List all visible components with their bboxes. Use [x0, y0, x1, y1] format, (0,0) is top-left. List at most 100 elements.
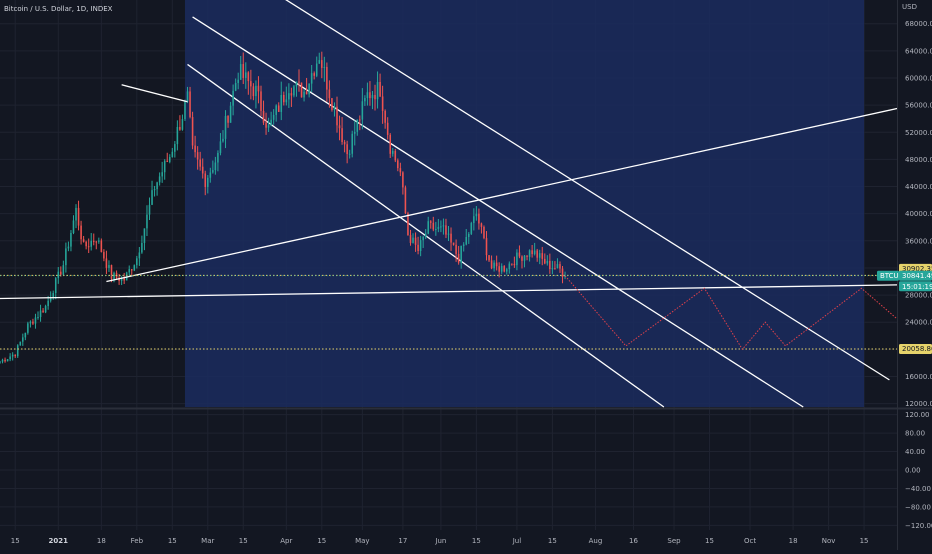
price-projection-path[interactable]	[564, 275, 898, 351]
candle-body	[70, 233, 72, 247]
candle-body	[488, 255, 490, 261]
candle-body	[105, 258, 108, 268]
trend-lines[interactable]	[0, 84, 898, 300]
indicator-tick-label: −80.00	[905, 503, 931, 511]
candle-body	[364, 98, 366, 102]
candle-body	[437, 226, 440, 229]
candle-body	[206, 177, 209, 188]
candle-body	[4, 359, 6, 362]
candlestick-series[interactable]	[0, 51, 566, 364]
candle-body	[6, 359, 9, 362]
candle-body	[280, 94, 283, 112]
candle-body	[394, 150, 397, 161]
candle-body	[412, 237, 414, 243]
candle-body	[136, 258, 138, 266]
upper-level-tag: 30902.35	[902, 265, 932, 273]
candle-body	[222, 138, 224, 142]
candle-body	[549, 260, 551, 270]
time-tick-label: 15	[548, 537, 557, 545]
candle-body	[9, 356, 11, 360]
time-tick-label: Sep	[667, 537, 681, 545]
candle-body	[475, 213, 478, 217]
time-tick-label: Feb	[131, 537, 144, 545]
candle-body	[92, 240, 95, 242]
candle-body	[133, 265, 136, 271]
candle-body	[556, 264, 559, 269]
time-tick-label: 17	[398, 537, 407, 545]
candle-body	[376, 82, 379, 100]
candle-body	[541, 253, 544, 259]
price-tick-label: 56000.00	[905, 102, 932, 110]
candle-body	[470, 223, 473, 234]
candle-body	[27, 323, 29, 333]
candle-body	[148, 204, 151, 215]
candle-body	[103, 252, 105, 259]
candle-body	[462, 244, 465, 246]
time-tick-label: Jul	[512, 537, 522, 545]
candle-body	[435, 228, 437, 230]
candle-body	[22, 337, 24, 342]
candle-body	[554, 268, 556, 270]
indicator-tick-label: 120.00	[905, 411, 930, 419]
price-tick-label: 68000.00	[905, 20, 932, 28]
candle-body	[146, 214, 148, 229]
candle-body	[346, 144, 348, 155]
candle-body	[176, 127, 179, 145]
candle-body	[87, 246, 90, 248]
time-tick-label: Nov	[822, 537, 836, 545]
candle-body	[397, 160, 399, 169]
candle-body	[503, 266, 506, 272]
candle-body	[72, 220, 75, 234]
candle-body	[389, 134, 392, 154]
time-axis[interactable]: 15 2021 18 Feb 15 Mar 15 Apr 15 May 17 Jun 15 Jul 15 Au…	[11, 537, 869, 545]
price-tick-label: 16000.00	[905, 373, 932, 381]
candle-body	[338, 125, 341, 129]
candle-body	[189, 91, 191, 118]
candle-body	[37, 317, 39, 319]
candle-body	[158, 176, 161, 183]
candle-body	[559, 264, 561, 269]
time-tick-label: 15	[317, 537, 326, 545]
candle-body	[227, 115, 229, 123]
candle-body	[513, 263, 516, 266]
regression-channel[interactable]	[184, 0, 890, 408]
trend-line-2	[0, 284, 898, 300]
candle-body	[16, 345, 19, 357]
candle-body	[404, 187, 407, 214]
candle-body	[546, 260, 549, 264]
candle-body	[128, 269, 131, 273]
candle-body	[260, 91, 262, 111]
time-tick-label: 15	[239, 537, 248, 545]
time-tick-label: 15	[705, 537, 714, 545]
time-tick-label: Apr	[280, 537, 292, 545]
candle-body	[516, 252, 518, 266]
time-tick-label: 18	[97, 537, 106, 545]
candle-body	[480, 223, 483, 227]
candle-body	[331, 98, 333, 110]
candle-body	[561, 268, 564, 277]
candle-body	[409, 235, 412, 243]
candle-body	[267, 125, 270, 128]
candle-body	[303, 91, 305, 98]
candle-body	[429, 221, 432, 223]
projection-zigzag	[564, 275, 898, 351]
candle-body	[528, 250, 531, 257]
candle-body	[374, 95, 376, 100]
candle-body	[379, 82, 381, 97]
candle-body	[285, 99, 288, 103]
price-tick-label: 28000.00	[905, 292, 932, 300]
candle-body	[371, 95, 374, 99]
candle-body	[478, 213, 480, 224]
horizontal-levels[interactable]	[0, 274, 897, 350]
candle-body	[19, 341, 22, 346]
candle-body	[54, 278, 57, 294]
candle-body	[257, 85, 260, 92]
candle-body	[318, 60, 321, 64]
candle-body	[369, 92, 371, 99]
candle-body	[321, 60, 323, 68]
candle-body	[62, 265, 65, 275]
candle-body	[229, 105, 232, 123]
candle-body	[328, 89, 331, 99]
